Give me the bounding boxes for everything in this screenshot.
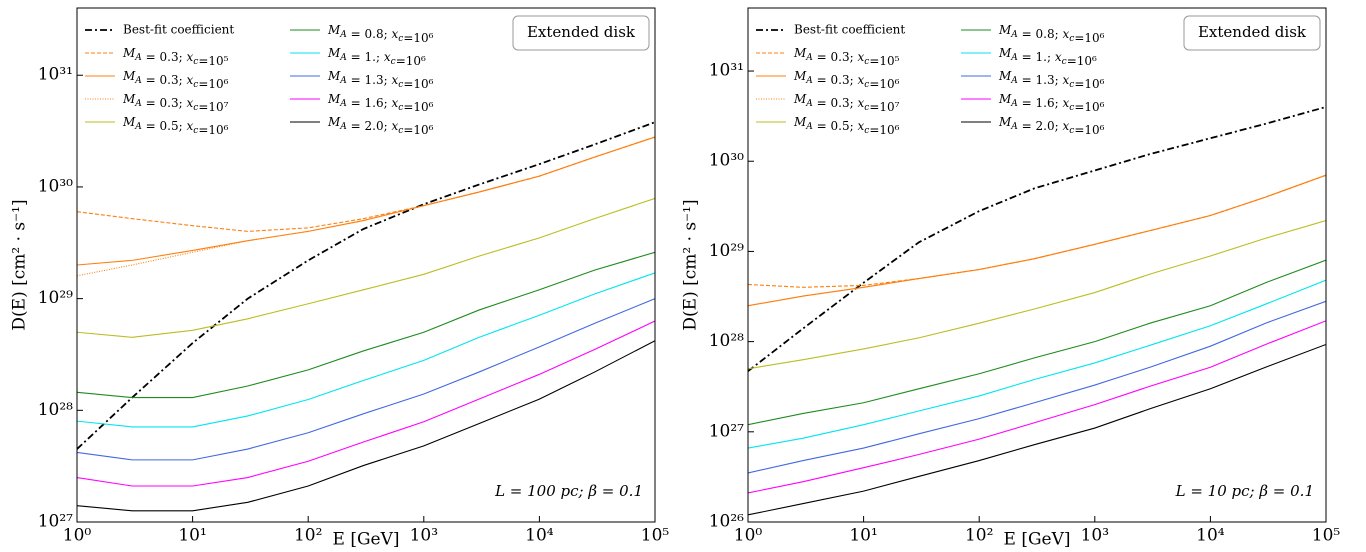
legend-label: MA = 0.5; xc=10⁶ [122,115,229,137]
series-line [748,259,1326,426]
annotation: L = 10 pc; β = 0.1 [1175,482,1314,500]
box-label: Extended disk [527,23,636,41]
series-line [748,279,1326,449]
legend-label: MA = 1.3; xc=10⁶ [327,69,434,91]
box-label: Extended disk [1198,23,1307,41]
y-tick-label: 10²⁷ [38,512,73,532]
y-tick-label: 10³⁰ [38,176,73,196]
x-tick-label: 10⁰ [734,526,763,546]
legend-label: MA = 0.5; xc=10⁶ [793,115,900,137]
y-tick-label: 10²⁹ [709,241,744,261]
legend-label: Best-fit coefficient [123,23,234,37]
series-line [748,343,1326,516]
x-tick-label: 10² [294,526,322,546]
legend-label: MA = 0.3; xc=10⁵ [122,46,229,68]
series-line [77,136,655,232]
y-tick-label: 10²⁹ [38,288,73,308]
series-line [748,320,1326,494]
y-tick-label: 10²⁷ [709,421,744,441]
box-label-frame [1183,15,1321,51]
x-tick-label: 10² [965,526,993,546]
x-tick-label: 10⁰ [63,526,92,546]
x-tick-label: 10⁵ [1312,526,1341,546]
x-tick-label: 10⁴ [1196,526,1225,546]
series-line [77,251,655,399]
plot-frame [76,7,656,523]
x-tick-label: 10³ [410,526,438,546]
series-line [77,136,655,277]
x-tick-label: 10¹ [178,526,206,546]
legend-label: MA = 0.3; xc=10⁶ [122,69,229,91]
legend-label: MA = 0.3; xc=10⁷ [122,92,229,114]
legend-label: MA = 1.3; xc=10⁶ [998,69,1105,91]
x-axis-label: E [GeV] [1004,530,1071,550]
x-tick-label: 10⁴ [525,526,554,546]
series-line [77,272,655,428]
y-tick-label: 10³⁰ [709,151,744,171]
legend-label: MA = 0.8; xc=10⁶ [998,23,1105,45]
x-axis-label: E [GeV] [333,530,400,550]
plot-frame [747,7,1327,523]
legend-label: MA = 1.6; xc=10⁶ [327,92,434,114]
box-label-frame [512,15,650,51]
legend-label: MA = 0.3; xc=10⁶ [793,69,900,91]
legend-label: MA = 0.3; xc=10⁵ [793,46,900,68]
plot-lines [748,106,1326,516]
series-line [748,300,1326,474]
legend-label: MA = 2.0; xc=10⁶ [327,115,434,137]
legend-label: MA = 0.3; xc=10⁷ [793,92,900,114]
series-line [748,174,1326,288]
legend-label: MA = 1.6; xc=10⁶ [998,92,1105,114]
y-tick-label: 10³¹ [709,61,744,81]
x-tick-label: 10⁵ [641,526,670,546]
series-line [77,136,655,266]
y-axis-label: D(E) [cm² · s⁻¹] [681,199,701,330]
x-tick-label: 10³ [1081,526,1109,546]
y-tick-label: 10²⁶ [709,512,744,532]
series-line [77,298,655,461]
series-line [77,340,655,512]
y-tick-label: 10³¹ [38,65,73,85]
legend-label: MA = 2.0; xc=10⁶ [998,115,1105,137]
series-line [77,197,655,338]
y-tick-label: 10²⁸ [709,331,744,351]
legend-label: MA = 1.; xc=10⁶ [327,46,426,68]
annotation: L = 100 pc; β = 0.1 [494,482,643,500]
legend-label: MA = 1.; xc=10⁶ [998,46,1097,68]
legend-label: MA = 0.8; xc=10⁶ [327,23,434,45]
series-line [748,174,1326,307]
plot-lines [77,121,655,512]
y-axis-label: D(E) [cm² · s⁻¹] [10,199,30,330]
series-line [77,320,655,487]
legend-label: Best-fit coefficient [794,23,905,37]
y-tick-label: 10²⁸ [38,400,73,420]
series-line [748,106,1326,372]
series-line [748,220,1326,370]
series-line [77,121,655,450]
x-tick-label: 10¹ [849,526,877,546]
